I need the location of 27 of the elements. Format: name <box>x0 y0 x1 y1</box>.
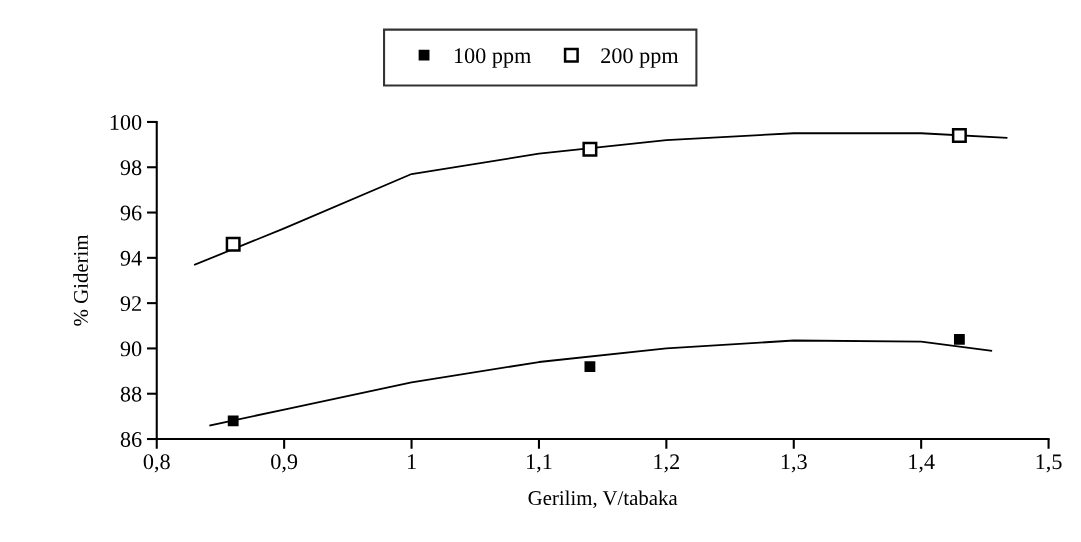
y-tick-label: 90 <box>120 341 142 357</box>
y-tick-label: 92 <box>120 296 141 312</box>
point <box>227 415 239 427</box>
x-tick-label: 1,4 <box>909 454 935 473</box>
point <box>951 128 967 144</box>
y-axis-title: % Giderim <box>73 234 88 326</box>
point <box>225 236 241 252</box>
x-tick-label: 0,8 <box>143 454 170 473</box>
y-tick-label: 100 <box>110 114 142 130</box>
y-tick-label: 96 <box>120 205 142 221</box>
point <box>582 141 598 157</box>
legend-label: 100 ppm <box>454 48 531 68</box>
line-series <box>194 132 1008 266</box>
legend-label: 200 ppm <box>601 48 679 68</box>
y-tick-label: 86 <box>120 431 142 447</box>
x-tick-label: 1,3 <box>781 454 807 473</box>
x-axis-title: Gerilim, V/tabaka <box>528 490 678 509</box>
point <box>584 361 596 372</box>
y-tick-label: 98 <box>120 160 142 176</box>
x-tick-label: 1,1 <box>527 454 552 473</box>
x-tick-label: 1,5 <box>1036 454 1062 473</box>
y-tick-label: 88 <box>120 386 142 402</box>
x-tick-label: 1 <box>407 454 416 470</box>
y-tick-label: 94 <box>120 250 142 266</box>
x-tick-label: 1,2 <box>654 454 680 473</box>
x-tick-label: 0,9 <box>271 454 298 473</box>
point <box>953 333 965 345</box>
